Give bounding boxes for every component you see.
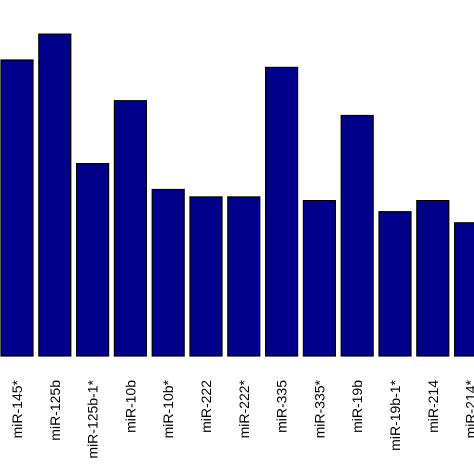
x-tick-label: miR-19b-1* [387, 379, 403, 450]
x-tick-label: miR-335* [311, 379, 327, 438]
bar-mir-10b [113, 100, 148, 357]
bars-group [0, 33, 474, 357]
x-tick-label: miR-335 [274, 380, 290, 433]
x-tick-label: miR-214* [463, 379, 474, 438]
bar-mir-19b [340, 114, 374, 357]
bar-mir-125b-1 [75, 163, 110, 357]
bar-mir-222 [189, 196, 223, 357]
bar-mir-214 [454, 222, 474, 357]
x-tick-label: miR-10b [122, 380, 138, 433]
x-tick-label: miR-125b-1* [85, 379, 101, 458]
bar-mir-19b-1 [378, 211, 412, 357]
x-tick-label: miR-10b* [160, 379, 176, 438]
x-tick-label: miR-222 [198, 380, 214, 433]
bar-mir-10b [151, 188, 185, 357]
x-tick-label: miR-19b [349, 380, 365, 433]
bar-mir-335 [302, 200, 336, 357]
category-labels-group: miR-145* miR-125b miR-125b-1* miR-10b miR-10… [9, 379, 474, 458]
x-tick-label: miR-214 [425, 380, 441, 433]
bar-mir-335 [265, 66, 299, 357]
bar-mir-125b [38, 33, 72, 357]
bar-mir-222 [227, 196, 261, 357]
bar-mir-145 [0, 59, 34, 357]
x-tick-label: miR-145* [9, 379, 25, 438]
x-tick-label: miR-222* [236, 379, 252, 438]
x-tick-label: miR-125b [47, 380, 63, 441]
bar-mir-214 [416, 200, 450, 357]
